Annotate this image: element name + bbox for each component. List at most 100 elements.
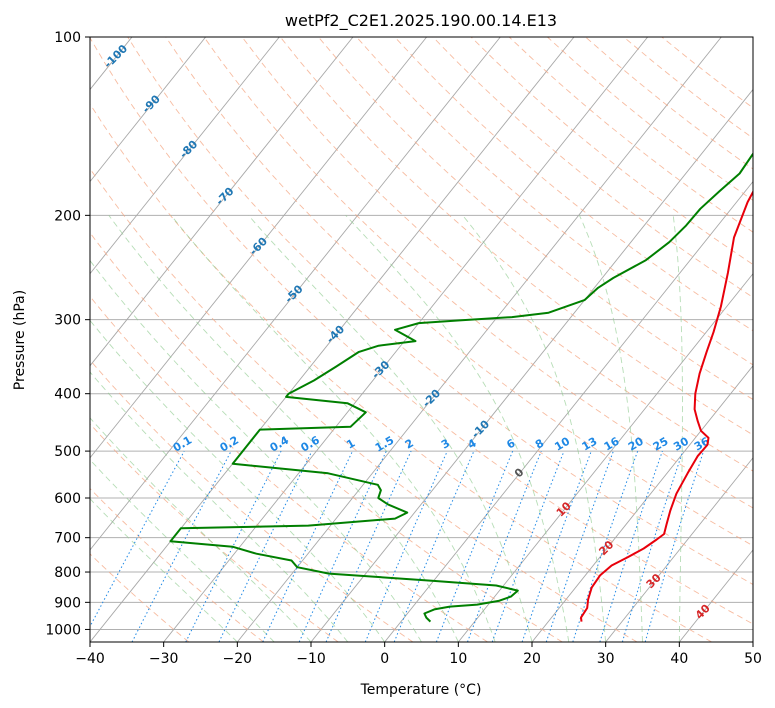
x-tick-label: 30 (597, 651, 615, 667)
isotherm-line (90, 37, 428, 459)
isotherm-line (236, 37, 722, 642)
moist-adiabat (90, 371, 349, 642)
mixing-ratio-line (621, 450, 684, 642)
mixing-ratio-line (325, 450, 412, 642)
x-tick-label: −20 (223, 651, 253, 667)
isotherm-line (457, 272, 753, 642)
isotherm-line (90, 37, 354, 367)
dry-adiabat (90, 295, 488, 642)
mixing-ratio-line (90, 450, 185, 628)
mixing-ratio-line (644, 450, 705, 642)
y-axis: 100 200 300 400 500 600 700 800 900 1000 (45, 30, 90, 638)
y-tick-label: 700 (54, 531, 81, 547)
mixing-ratio-line (435, 450, 514, 642)
x-tick-label: 40 (670, 651, 688, 667)
isotherm-line (90, 37, 501, 551)
isotherm-line (605, 457, 753, 642)
y-tick-label: 500 (54, 444, 81, 460)
isotherm-label: -100 (101, 42, 130, 71)
y-axis-label: Pressure (hPa) (12, 290, 28, 390)
isotherm-label: -80 (177, 138, 200, 161)
isotherm-label: -30 (369, 358, 392, 381)
isotherm-line (678, 549, 753, 642)
dry-adiabat (90, 37, 753, 625)
mixing-ratio-label: 8 (533, 437, 546, 452)
mixing-ratio-line (298, 450, 387, 642)
dry-adiabat (241, 37, 753, 472)
temperature-profile-line (580, 189, 753, 622)
isotherm-line (163, 37, 649, 642)
y-tick-label: 100 (54, 30, 81, 46)
isotherm-label: -60 (247, 235, 270, 258)
x-tick-label: 0 (380, 651, 389, 667)
y-tick-label: 300 (54, 313, 81, 329)
mixing-ratio-line (185, 450, 282, 642)
chart-title: wetPf2_C2E1.2025.190.00.14.E13 (285, 11, 557, 31)
dry-adiabat (90, 553, 190, 642)
mixing-ratio-line (545, 450, 614, 642)
isotherm-label: 10 (554, 499, 574, 519)
x-tick-label: −10 (296, 651, 326, 667)
mixing-ratio-line (364, 450, 448, 642)
dry-adiabat (90, 487, 264, 642)
moist-adiabat (90, 259, 422, 642)
moist-adiabat (345, 214, 570, 642)
mixing-ratio-label: 6 (504, 436, 517, 451)
dry-adiabat (547, 37, 753, 201)
dry-adiabat (356, 37, 753, 366)
mixing-ratio-line (393, 450, 475, 642)
moist-adiabat (90, 319, 386, 642)
x-axis: −40 −30 −20 −10 0 10 20 30 40 50 (75, 642, 762, 667)
isotherm-label: 20 (596, 538, 616, 558)
moist-adiabat (462, 215, 607, 642)
isotherm-label: -90 (140, 92, 163, 115)
dry-adiabat (470, 37, 753, 266)
moist-adiabat (90, 417, 312, 642)
y-tick-label: 900 (54, 595, 81, 611)
mixing-ratio-line (599, 450, 663, 642)
isotherm-label: 40 (693, 602, 713, 622)
y-tick-label: 1000 (45, 622, 81, 638)
x-tick-label: −40 (75, 651, 105, 667)
dry-adiabat (90, 423, 339, 642)
moist-adiabat (108, 215, 459, 642)
isotherm-line (90, 37, 280, 275)
mixing-ratio-line (262, 450, 353, 642)
profile-series (169, 152, 753, 623)
moist-adiabat (672, 215, 683, 642)
isotherm-label: -20 (420, 387, 443, 410)
dry-adiabat (318, 37, 753, 400)
mixing-ratio-line (467, 450, 542, 642)
dry-adiabat (90, 167, 638, 642)
moist-adiabat (248, 215, 533, 642)
mixing-ratio-label: 2 (403, 437, 416, 452)
isotherm-label: -50 (282, 282, 305, 305)
x-tick-label: 10 (449, 651, 467, 667)
dry-adiabat (508, 37, 753, 233)
isotherm-line (0, 37, 58, 642)
moist-adiabat (578, 215, 643, 642)
isotherm-label: -40 (324, 322, 347, 345)
isotherm-line (752, 641, 753, 642)
x-tick-label: −30 (149, 651, 179, 667)
dry-adiabat (127, 37, 753, 585)
y-tick-label: 800 (54, 565, 81, 581)
dry-adiabat (90, 359, 414, 642)
moist-adiabat (170, 215, 496, 642)
isotherm-line (90, 37, 207, 183)
x-tick-label: 20 (523, 651, 541, 667)
dry-adiabat (90, 103, 712, 642)
dewpoint-profile-line (169, 152, 753, 623)
dry-adiabat (394, 37, 753, 332)
dry-adiabat (90, 231, 563, 642)
mixing-ratio-line (491, 450, 565, 642)
x-tick-label: 50 (744, 651, 762, 667)
y-tick-label: 200 (54, 208, 81, 224)
dry-adiabat (203, 37, 753, 509)
background-lines (0, 37, 753, 642)
y-tick-label: 400 (54, 387, 81, 403)
dry-adiabat (165, 37, 753, 547)
moist-adiabat (90, 498, 238, 642)
plot-frame (89, 36, 754, 643)
